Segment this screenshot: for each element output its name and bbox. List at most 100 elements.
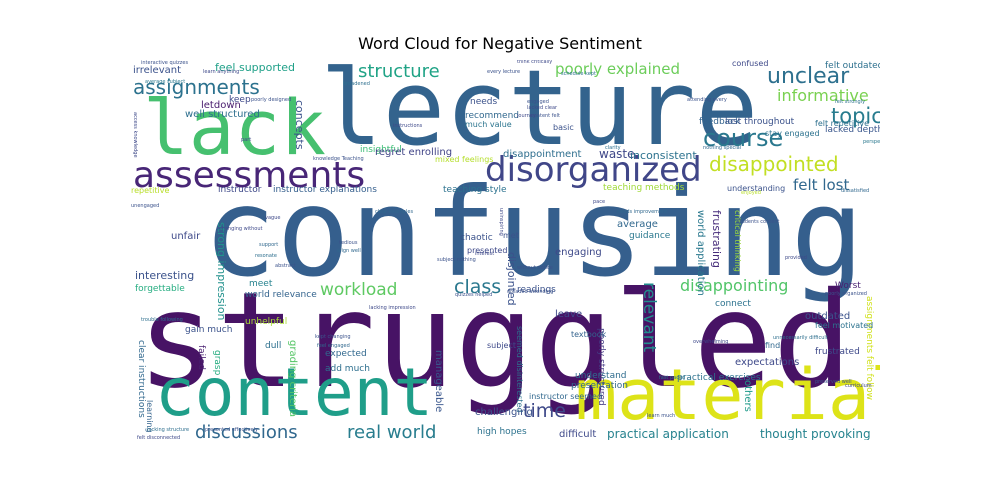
cloud-word: relevant: [639, 282, 659, 353]
cloud-word: forgettable: [135, 284, 185, 294]
cloud-word: lacking impression: [369, 305, 416, 311]
cloud-word: expectations: [735, 357, 800, 368]
cloud-word: average subject: [145, 79, 186, 85]
chart-title: Word Cloud for Negative Sentiment: [358, 34, 642, 53]
cloud-word: schedule kept: [561, 71, 596, 77]
cloud-word: resonate: [255, 253, 277, 259]
cloud-word: learn much: [647, 413, 676, 419]
cloud-word: manageable: [433, 350, 444, 413]
cloud-word: lecture: [320, 60, 759, 169]
cloud-word: letdown: [201, 100, 241, 111]
cloud-word: access knowledge: [132, 112, 138, 158]
cloud-word: insightful: [360, 145, 402, 155]
cloud-word: connect: [715, 299, 751, 309]
cloud-word: felt disconnected: [137, 435, 181, 441]
cloud-word: trouble following: [141, 317, 183, 323]
cloud-word: unnecessarily difficult: [773, 335, 828, 341]
cloud-word: mixed feelings: [435, 155, 494, 164]
cloud-word: felt lost: [793, 176, 850, 194]
cloud-word: teaching style: [443, 185, 507, 195]
cloud-word: pace: [593, 199, 606, 205]
cloud-word: kept changing: [315, 334, 351, 340]
cloud-word: practical exercises: [677, 373, 761, 383]
cloud-word: keep: [229, 95, 251, 105]
cloud-word: others: [742, 380, 753, 412]
cloud-word: content felt: [531, 113, 560, 119]
cloud-word: stay engaged: [765, 129, 820, 138]
cloud-word: broadened: [343, 81, 370, 87]
cloud-word: lack: [143, 83, 327, 172]
cloud-word: engaging: [555, 247, 602, 258]
cloud-word: feel motivated: [815, 321, 874, 330]
cloud-word: attending every: [687, 97, 727, 103]
cloud-word: meet: [249, 279, 273, 289]
cloud-word: thought provoking: [760, 427, 871, 440]
cloud-word: content: [155, 354, 434, 431]
cloud-word: disappointed: [709, 152, 839, 176]
cloud-word: outdated: [805, 311, 851, 322]
cloud-word: concepts: [293, 100, 306, 150]
cloud-word: needs improvement: [617, 209, 668, 215]
cloud-word: confusing: [203, 162, 865, 304]
cloud-word: fast paced: [659, 375, 686, 381]
cloud-word: grading criteria: [287, 340, 298, 418]
cloud-word: curriculum: [845, 383, 872, 389]
cloud-word: interesting: [135, 269, 195, 282]
cloud-word: presented: [467, 246, 508, 255]
cloud-word: felt strongly: [835, 99, 866, 105]
cloud-word: course: [703, 124, 784, 152]
cloud-word: engaged: [527, 99, 549, 105]
cloud-word: world application: [695, 210, 706, 296]
cloud-word: met: [503, 231, 519, 240]
cloud-word: difficult: [559, 429, 597, 440]
cloud-word: feel engaged: [317, 343, 350, 349]
cloud-word: frustrated: [815, 347, 860, 357]
cloud-word: guidance: [629, 231, 671, 241]
cloud-word: understand: [575, 371, 627, 381]
cloud-word: frustrating: [710, 210, 723, 268]
cloud-word: regret enrolling: [375, 147, 453, 158]
cloud-word: lacking structure: [147, 427, 190, 433]
cloud-word: unclear: [767, 64, 850, 89]
word-cloud: confusing struggled lecture lack content…: [125, 60, 880, 440]
cloud-word: practical application: [607, 427, 729, 440]
cloud-word: instructor: [218, 185, 262, 195]
cloud-word: presented effectively: [205, 427, 258, 433]
cloud-word: lacked depth: [825, 125, 880, 135]
cloud-word: feedback: [699, 117, 741, 127]
cloud-word: gain much: [185, 325, 233, 335]
cloud-word: overwhelming: [693, 339, 729, 345]
cloud-word: think critically: [517, 60, 553, 65]
cloud-word: nothing special: [703, 145, 742, 151]
cloud-word: much value: [465, 120, 512, 129]
cloud-word: well structured: [185, 109, 260, 120]
cloud-word: interest: [475, 251, 495, 257]
cloud-word: disjointed: [505, 252, 518, 306]
cloud-word: poorly organized: [825, 291, 867, 297]
cloud-word: needs: [470, 97, 498, 107]
cloud-word: struggled: [137, 264, 853, 418]
cloud-word: instructor explanations: [273, 185, 377, 195]
cloud-word: poorly designed: [251, 97, 292, 103]
cloud-word: unhelpful: [245, 317, 288, 327]
cloud-word: teaching methods: [603, 183, 685, 193]
cloud-word: basic: [553, 123, 574, 132]
cloud-word: structure: [358, 61, 440, 82]
cloud-word: presentation: [571, 381, 628, 391]
cloud-word: readings: [517, 285, 556, 295]
cloud-word: clarity: [605, 145, 621, 151]
cloud-word: lacked clear: [527, 105, 558, 111]
cloud-word: feel supported: [215, 61, 295, 74]
cloud-word: unfair: [171, 231, 201, 242]
cloud-word: leave: [555, 309, 583, 320]
cloud-word: poorly explained: [555, 60, 681, 78]
cloud-word: dissatisfied: [841, 188, 870, 194]
cloud-word: expected: [325, 349, 367, 359]
cloud-word: support: [259, 242, 279, 248]
cloud-word: Worst: [835, 281, 861, 291]
cloud-word: assessments: [133, 155, 366, 196]
cloud-word: chaotic: [460, 233, 493, 243]
cloud-word: textbook: [571, 330, 607, 339]
cloud-word: disorganized: [485, 150, 702, 190]
cloud-word: learn anything: [203, 69, 240, 75]
